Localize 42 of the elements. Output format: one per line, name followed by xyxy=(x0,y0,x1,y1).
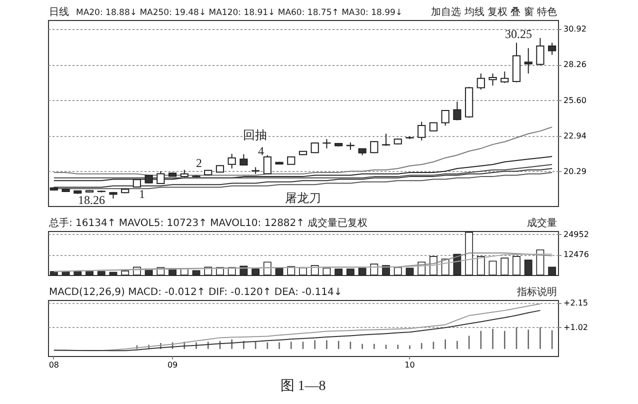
candlestick xyxy=(441,109,450,126)
text: MACD(12,26,9) MACD: -0.012↑ DIF: -0.120↑ DEA: -0.114↓ xyxy=(49,287,342,298)
text: 加自选 均线 复权 叠 窗 特色 xyxy=(431,6,557,18)
annotation: 1 xyxy=(139,187,145,201)
y-tick-label: 25.60 xyxy=(564,96,586,105)
y-tick-label: 20.29 xyxy=(564,166,586,176)
candlestick xyxy=(500,71,509,84)
y-tick-label: 24952 xyxy=(564,230,589,239)
y-tick-label: +2.15 xyxy=(564,298,588,308)
candlestick xyxy=(536,38,544,66)
y-tick-label: 28.26 xyxy=(564,60,586,70)
annotation: 18.26 xyxy=(78,193,105,207)
candlestick xyxy=(418,121,426,141)
candlestick xyxy=(453,101,462,121)
annotation: 2 xyxy=(196,156,202,170)
candlestick xyxy=(322,138,331,149)
text: 成交量 xyxy=(527,217,557,229)
annotation: 回抽 xyxy=(243,128,267,142)
y-tick-label: 12476 xyxy=(564,250,589,260)
y-tick-label: +1.02 xyxy=(564,322,588,332)
annotation: 4 xyxy=(258,144,264,158)
y-tick-label: 22.94 xyxy=(564,131,586,140)
candlestick xyxy=(524,48,532,74)
line-series xyxy=(53,168,553,188)
x-tick-label: 08 xyxy=(48,360,60,370)
caption: 图 1—8 xyxy=(280,379,326,394)
candlestick xyxy=(476,73,485,90)
annotation: 屠龙刀 xyxy=(285,191,321,205)
candlestick xyxy=(382,133,390,146)
candlestick xyxy=(228,153,236,170)
text: 总手: 16134↑ MAVOL5: 10723↑ MAVOL10: 12882↑ 成交量已复权 xyxy=(48,217,368,229)
candlestick xyxy=(488,73,497,86)
x-tick-label: 10 xyxy=(404,360,415,370)
annotation: 30.25 xyxy=(505,27,532,41)
y-tick-label: 30.92 xyxy=(564,24,586,34)
text: MA20: 18.88↓ MA250: 19.48↓ MA120: 18.91↓ MA60: 18.75↑ MA30: 18.99↓ xyxy=(76,8,403,18)
candlestick xyxy=(240,154,248,166)
candlestick xyxy=(548,42,556,56)
x-tick-label: 09 xyxy=(167,360,178,370)
text: 日线 xyxy=(49,6,69,18)
text: 指标说明 xyxy=(516,286,557,298)
candlestick xyxy=(370,140,378,154)
